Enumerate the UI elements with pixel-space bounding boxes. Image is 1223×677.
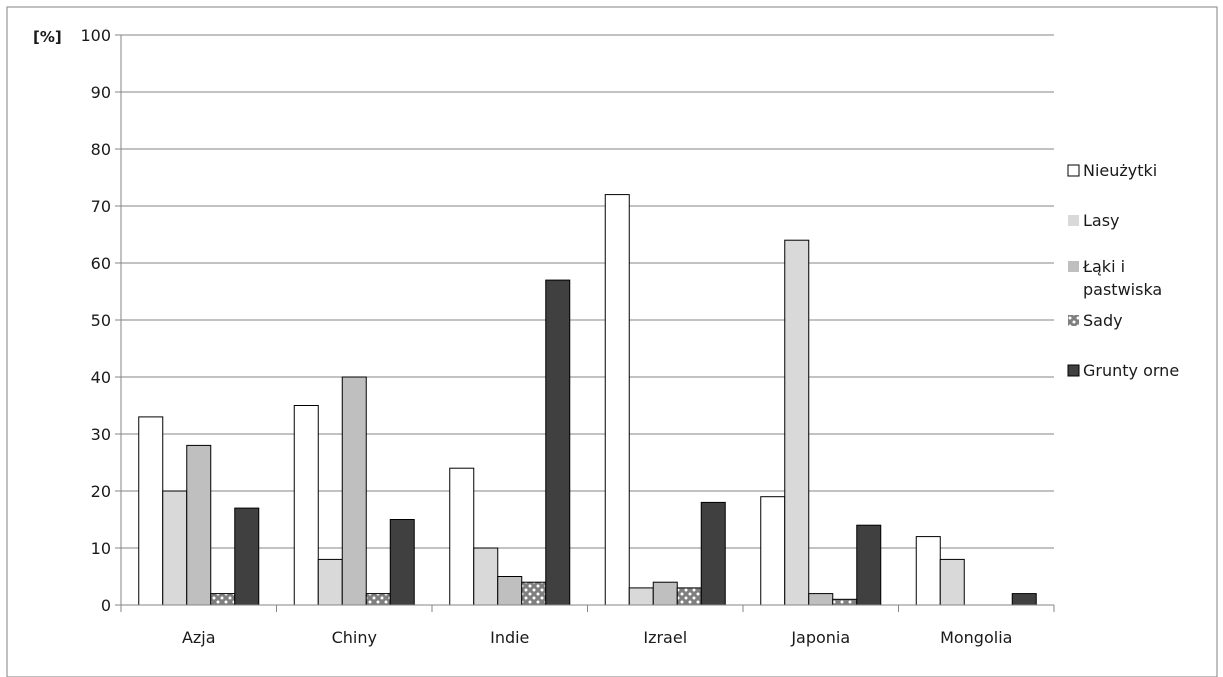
legend-label: Grunty orne <box>1083 361 1179 380</box>
x-tick-label: Izrael <box>643 628 687 647</box>
y-tick-label: 80 <box>91 140 111 159</box>
y-tick-label: 70 <box>91 197 111 216</box>
y-tick-label: 90 <box>91 83 111 102</box>
legend: Nieużytki Lasy Łąki i pastwiska Sady Grunty o… <box>1067 161 1179 380</box>
bar <box>497 576 523 606</box>
bar <box>389 519 415 606</box>
y-axis-ticks: 0 10 20 30 40 50 60 70 80 90 100 <box>80 26 121 615</box>
x-tick-label: Mongolia <box>940 628 1012 647</box>
y-tick-label: 10 <box>91 539 111 558</box>
bar <box>210 593 236 606</box>
bar <box>676 587 702 606</box>
bar <box>138 416 164 606</box>
y-tick-label: 20 <box>91 482 111 501</box>
x-tick-label: Japonia <box>790 628 850 647</box>
legend-label: Nieużytki <box>1083 161 1157 180</box>
bar <box>521 581 547 606</box>
bar <box>341 376 367 606</box>
bar <box>700 501 726 606</box>
legend-swatch <box>1068 261 1079 272</box>
bar <box>449 467 475 606</box>
y-tick-label: 0 <box>101 596 111 615</box>
bars <box>138 194 1037 606</box>
legend-swatch <box>1067 164 1080 177</box>
y-tick-label: 100 <box>80 26 111 45</box>
bar <box>784 239 810 606</box>
x-tick-label: Indie <box>490 628 529 647</box>
legend-label: Lasy <box>1083 211 1120 230</box>
bar <box>808 593 834 606</box>
y-tick-label: 60 <box>91 254 111 273</box>
bar <box>317 558 343 606</box>
y-tick-label: 50 <box>91 311 111 330</box>
bar <box>939 558 965 606</box>
legend-label: Łąki i <box>1082 257 1125 276</box>
bar <box>1011 593 1037 606</box>
gridlines <box>121 34 1054 549</box>
bar <box>604 194 630 606</box>
bar <box>832 598 858 606</box>
legend-swatch <box>1068 215 1079 226</box>
bar <box>915 536 941 606</box>
legend-swatch <box>1068 315 1079 326</box>
y-tick-label: 30 <box>91 425 111 444</box>
x-axis-categories: Azja Chiny Indie Izrael Japonia Mongolia <box>120 605 1055 647</box>
bar <box>293 405 319 606</box>
bar <box>628 587 654 606</box>
bar <box>186 444 212 606</box>
bar <box>545 279 571 606</box>
bar <box>473 547 499 606</box>
bar <box>234 507 260 606</box>
bar <box>760 496 786 606</box>
x-tick-label: Chiny <box>332 628 377 647</box>
bar <box>856 524 882 606</box>
legend-label: Sady <box>1083 311 1123 330</box>
bar <box>162 490 188 606</box>
legend-label: pastwiska <box>1083 280 1162 299</box>
x-tick-label: Azja <box>182 628 216 647</box>
y-tick-label: 40 <box>91 368 111 387</box>
y-axis-unit-label: [%] <box>33 28 62 46</box>
legend-swatch <box>1067 364 1080 377</box>
bar <box>365 593 391 606</box>
bar <box>652 581 678 606</box>
